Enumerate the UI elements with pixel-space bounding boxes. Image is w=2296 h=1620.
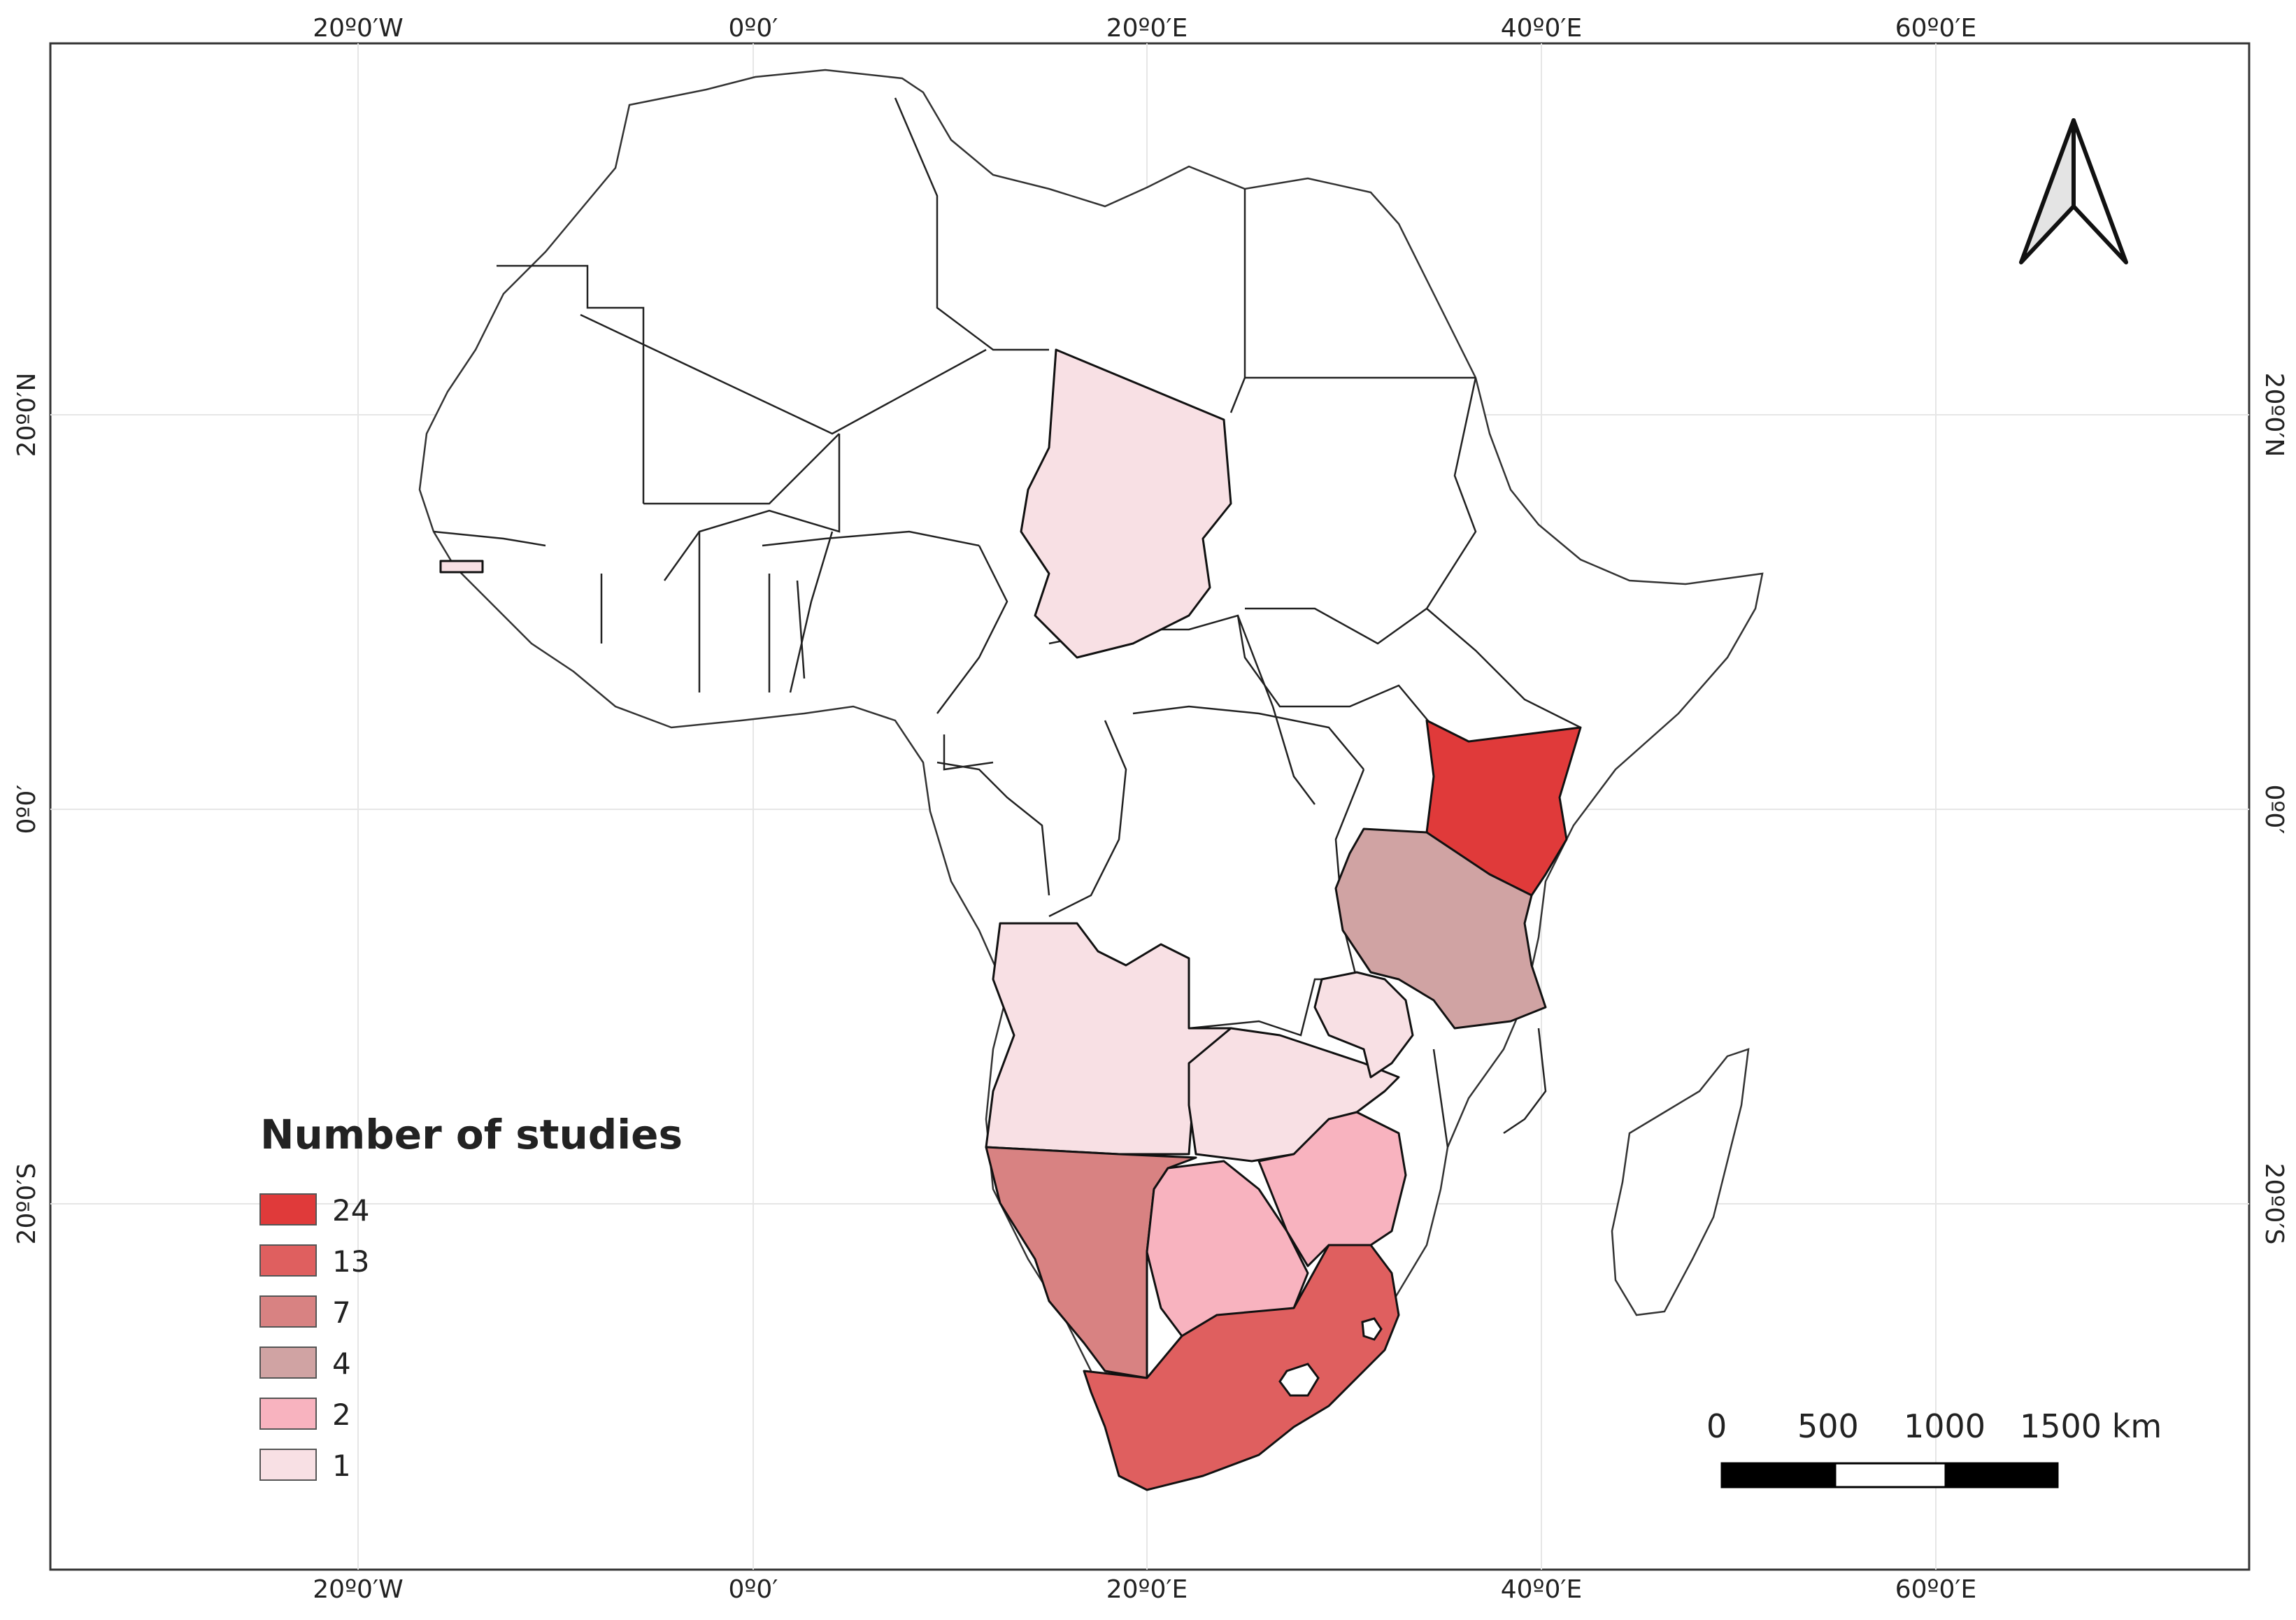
- scale-label: 1000: [1904, 1407, 1985, 1445]
- border-nigeria-east: [936, 545, 1008, 714]
- left-tick-label: 20º0′N: [13, 373, 41, 457]
- border-drc-west: [1048, 720, 1127, 918]
- border-nigeria-west: [789, 531, 834, 693]
- scale-segment-dark: [1944, 1462, 2059, 1488]
- madagascar-outline: [1611, 1048, 1750, 1316]
- scale-segment-light: [1834, 1462, 1947, 1488]
- right-tick-label: 0º0′: [2260, 785, 2288, 834]
- border-mozambique-east: [1503, 1028, 1547, 1135]
- border-mali-niger: [643, 433, 840, 505]
- country-malawi[interactable]: [1313, 971, 1414, 1079]
- left-ticks: 20º0′N 0º0′ 20º0′S: [13, 373, 41, 1245]
- top-tick-label: 20º0′W: [313, 14, 403, 43]
- border-nigeria-north: [762, 530, 980, 547]
- legend-swatch: [259, 1347, 317, 1379]
- legend-swatch: [259, 1244, 317, 1277]
- top-tick-label: 0º0′: [729, 14, 778, 43]
- border-algeria-mali: [580, 313, 987, 435]
- legend-label: 2: [332, 1398, 351, 1432]
- border-togo: [796, 580, 806, 679]
- border-mozambique: [1432, 1049, 1449, 1148]
- border-ethiopia: [1426, 608, 1581, 729]
- legend-label: 1: [332, 1449, 351, 1483]
- right-tick-label: 20º0′S: [2260, 1163, 2288, 1245]
- north-arrow-icon: [2019, 118, 2128, 264]
- legend: Number of studies 24 13 7 4 2 1: [259, 1111, 683, 1483]
- legend-swatch: [259, 1295, 317, 1328]
- left-tick-label: 20º0′S: [13, 1163, 41, 1245]
- country-zimbabwe[interactable]: [1257, 1111, 1407, 1267]
- country-borders: [433, 97, 1581, 1148]
- country-gambia[interactable]: [439, 560, 484, 574]
- border-gabon: [943, 734, 994, 771]
- country-lesotho[interactable]: [1278, 1363, 1320, 1397]
- bottom-tick-label: 40º0′E: [1501, 1575, 1583, 1604]
- bottom-tick-label: 0º0′: [729, 1575, 778, 1604]
- choropleth-countries: [439, 348, 1582, 1491]
- country-zambia[interactable]: [1188, 1027, 1400, 1163]
- scale-bar: 0 500 1000 1500 km: [1706, 1407, 2162, 1488]
- country-eswatini[interactable]: [1361, 1317, 1383, 1341]
- legend-swatch: [259, 1449, 317, 1481]
- border-car-south: [1132, 705, 1364, 770]
- legend-label: 24: [332, 1193, 369, 1228]
- top-tick-label: 20º0′E: [1106, 14, 1188, 43]
- legend-swatch: [259, 1398, 317, 1430]
- scale-label: 1500 km: [2020, 1407, 2162, 1445]
- top-tick-label: 60º0′E: [1895, 14, 1977, 43]
- legend-label: 7: [332, 1295, 351, 1330]
- scale-segment-dark: [1720, 1462, 1837, 1488]
- scale-label: 500: [1797, 1407, 1859, 1445]
- bottom-tick-label: 20º0′W: [313, 1575, 403, 1604]
- scale-label: 0: [1706, 1407, 1727, 1445]
- legend-label: 13: [332, 1244, 369, 1279]
- border-senegal: [433, 530, 546, 547]
- border-niger-south: [663, 434, 841, 581]
- bottom-tick-label: 20º0′E: [1106, 1575, 1188, 1604]
- left-tick-label: 0º0′: [13, 785, 41, 834]
- border-algeria-libya: [894, 97, 1049, 351]
- bottom-tick-label: 60º0′E: [1895, 1575, 1977, 1604]
- bottom-ticks: 20º0′W 0º0′ 20º0′E 40º0′E 60º0′E: [313, 1575, 1976, 1604]
- legend-label: 4: [332, 1347, 351, 1381]
- right-tick-label: 20º0′N: [2260, 373, 2288, 457]
- right-ticks: 20º0′N 0º0′ 20º0′S: [2260, 373, 2288, 1245]
- legend-title: Number of studies: [260, 1111, 683, 1158]
- country-south-africa[interactable]: [1083, 1244, 1400, 1491]
- legend-swatch: [259, 1193, 317, 1225]
- country-tanzania[interactable]: [1334, 827, 1547, 1030]
- border-south-sudan: [1236, 615, 1434, 728]
- top-tick-label: 40º0′E: [1501, 14, 1583, 43]
- border-mauritania: [497, 264, 645, 504]
- top-ticks: 20º0′W 0º0′ 20º0′E 40º0′E 60º0′E: [313, 14, 1976, 43]
- country-chad[interactable]: [1020, 348, 1232, 659]
